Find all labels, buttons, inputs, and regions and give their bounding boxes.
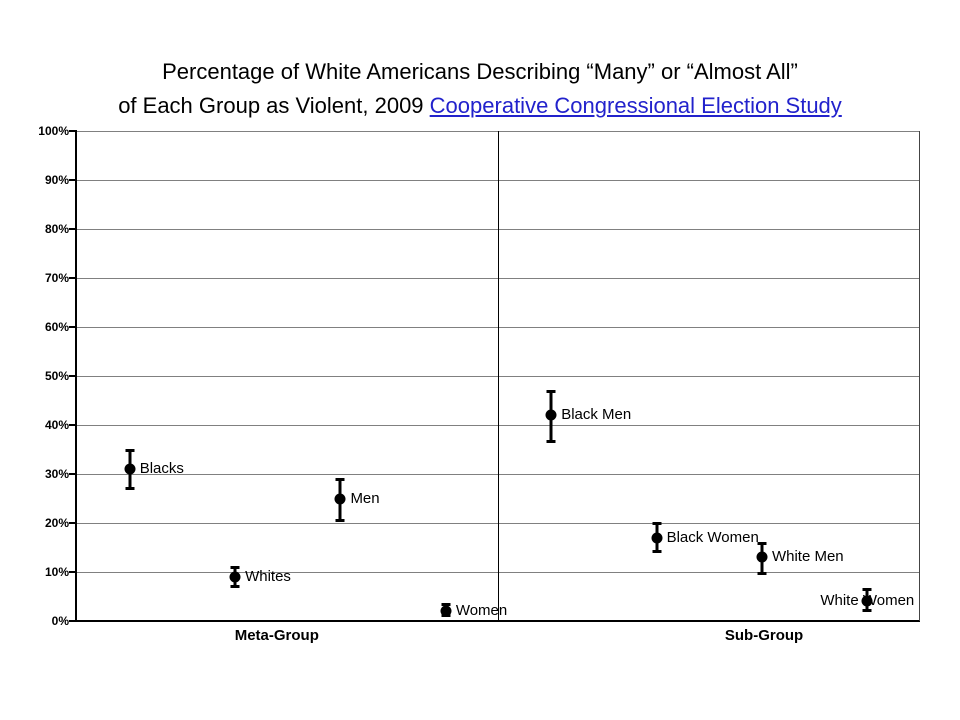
y-tick-label: 90% [44,173,69,187]
y-axis-tick [69,228,77,230]
y-tick-label: 20% [44,516,69,530]
x-axis-line [75,620,920,622]
error-bar-cap-bottom [652,550,662,554]
point-label: Whites [245,567,291,585]
x-group-label: Sub-Group [724,627,804,644]
error-bar-cap-bottom [757,572,767,576]
plot-right-border [919,131,920,621]
error-bar-cap-top [230,566,240,570]
y-tick-label: 80% [44,222,69,236]
y-tick-label: 30% [44,467,69,481]
y-tick-label: 70% [44,271,69,285]
error-bar-cap-top [441,602,451,606]
y-tick-label: 40% [44,418,69,432]
error-bar-cap-bottom [546,440,556,444]
point-dot [861,595,873,607]
point-label: Black Women [666,528,759,546]
y-axis-tick [69,277,77,279]
y-axis-tick [69,179,77,181]
group-divider-line [498,131,499,621]
y-tick-label: 60% [44,320,69,334]
point-label: Men [350,489,380,507]
point-dot [545,409,557,421]
y-tick-label: 50% [44,369,69,383]
point-label: White Men [771,548,844,566]
y-axis-tick [69,424,77,426]
point-label: Women [455,602,508,620]
point-label: Black Men [561,406,632,424]
error-bar-cap-bottom [335,518,345,522]
y-axis-tick [69,326,77,328]
error-bar-cap-bottom [125,486,135,490]
point-dot [756,551,768,563]
y-axis-tick [69,375,77,377]
chart-title-line2: of Each Group as Violent, 2009 Cooperati… [0,89,960,123]
error-bar-cap-top [757,541,767,545]
x-group-label: Meta-Group [234,627,319,644]
error-bar-cap-top [862,588,872,592]
error-bar-cap-top [335,477,345,481]
error-bar-cap-top [652,522,662,525]
y-tick-label: 10% [44,565,69,579]
y-axis-line [75,131,77,622]
y-axis-tick [69,620,77,622]
chart-title-line2-prefix: of Each Group as Violent, 2009 [118,93,430,118]
error-bar-cap-bottom [862,609,872,613]
chart-title-line1: Percentage of White Americans Describing… [162,59,798,84]
title-link[interactable]: Cooperative Congressional Election Study [429,93,842,118]
error-bar-cap-top [125,448,135,452]
point-dot [651,532,663,544]
error-bar-cap-bottom [230,584,240,588]
point-dot [334,493,346,504]
y-axis-tick [69,473,77,475]
point-dot [124,463,136,475]
chart-title: Percentage of White Americans Describing… [0,55,960,123]
point-label: Blacks [139,460,184,478]
point-dot [229,571,241,583]
y-axis-tick [69,130,77,132]
y-axis-tick [69,522,77,524]
point-dot [440,605,452,617]
y-tick-label: 0% [51,614,69,628]
y-tick-label: 100% [38,124,69,138]
y-axis-tick [69,571,77,573]
error-bar-cap-top [546,389,556,393]
